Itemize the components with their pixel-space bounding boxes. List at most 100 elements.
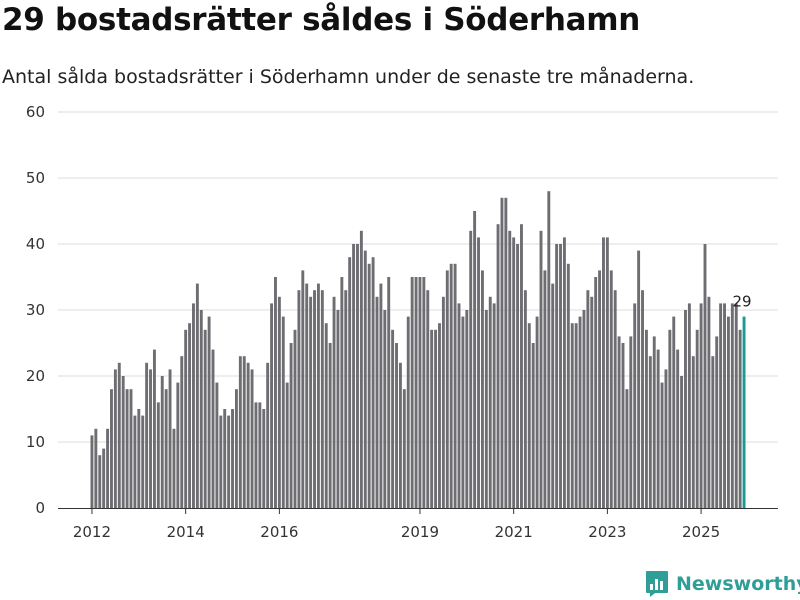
bar: [473, 211, 477, 508]
bar: [121, 376, 125, 508]
bar: [348, 257, 352, 508]
newsworthy-logo-icon: [646, 571, 668, 597]
bar: [246, 362, 250, 508]
bar: [699, 303, 703, 508]
highlight-value-label: 29: [733, 293, 752, 311]
bars: [90, 191, 746, 509]
bar: [301, 270, 305, 508]
bar: [274, 277, 277, 508]
bar: [719, 303, 723, 508]
bar: [520, 224, 523, 508]
bar: [523, 290, 527, 508]
bar: [281, 316, 285, 508]
bar: [578, 316, 582, 508]
bar: [207, 316, 211, 508]
highlight-bar: [742, 316, 746, 508]
bar: [676, 349, 680, 508]
bar: [258, 402, 262, 508]
bar: [313, 290, 316, 508]
bar: [238, 356, 242, 508]
bar: [234, 389, 238, 508]
bar: [570, 323, 574, 508]
bar: [367, 263, 371, 508]
newsworthy-logo[interactable]: Newsworthy: [645, 570, 800, 598]
x-axis: 2012 2014 2016 2019 2021 2023 2025: [58, 508, 778, 541]
bar: [117, 362, 121, 508]
bar: [359, 230, 363, 509]
bar: [664, 369, 668, 508]
bar: [129, 389, 133, 508]
bar: [641, 290, 644, 508]
bar: [602, 237, 605, 508]
bar: [430, 329, 434, 508]
chart-subtitle: Antal sålda bostadsrätter i Söderhamn un…: [2, 66, 695, 88]
bar: [605, 237, 609, 508]
bar: [168, 369, 172, 508]
bar: [297, 290, 301, 508]
bar: [734, 303, 738, 508]
bar: [422, 277, 426, 508]
bar: [414, 277, 418, 508]
bar: [582, 310, 586, 508]
bar: [492, 303, 496, 508]
bar: [395, 343, 398, 508]
bar: [137, 409, 141, 508]
bar: [324, 323, 328, 508]
bar: [172, 428, 176, 508]
bar: [418, 277, 422, 508]
bar: [715, 336, 719, 508]
bar: [375, 296, 379, 508]
bar: [434, 329, 438, 508]
bar: [723, 303, 726, 508]
bar: [512, 237, 516, 508]
bar: [316, 283, 320, 508]
bar: [703, 244, 707, 508]
chart-title: 29 bostadsrätter såldes i Söderhamn: [2, 2, 641, 38]
bar: [684, 310, 687, 508]
bar: [215, 382, 219, 508]
bar: [566, 263, 570, 508]
x-tick-label: 2021: [495, 523, 533, 541]
bar: [176, 382, 180, 508]
bar: [149, 369, 152, 508]
bar: [309, 296, 313, 508]
bar: [508, 230, 512, 509]
bar: [516, 244, 520, 508]
bar: [211, 349, 215, 508]
bar: [199, 310, 203, 508]
bar: [231, 409, 234, 508]
bar: [332, 296, 336, 508]
bar: [102, 448, 106, 508]
bar: [504, 197, 508, 509]
x-tick-label: 2014: [167, 523, 205, 541]
bar: [188, 323, 192, 508]
bar: [426, 290, 430, 508]
bar: [192, 303, 195, 508]
bar: [320, 290, 324, 508]
bar: [496, 224, 500, 508]
bar: [543, 270, 547, 508]
bar: [449, 263, 453, 508]
bar: [445, 270, 449, 508]
bar: [691, 356, 695, 508]
bar: [730, 303, 734, 508]
bar: [738, 329, 742, 508]
bar: [680, 376, 684, 508]
y-tick-label: 30: [26, 301, 45, 319]
bar: [160, 376, 164, 508]
bar: [344, 290, 348, 508]
bar: [484, 310, 488, 508]
bar: [254, 402, 258, 508]
bar: [574, 323, 578, 508]
y-tick-label: 0: [35, 499, 45, 517]
bar: [695, 329, 699, 508]
bar: [223, 409, 227, 508]
bar: [687, 303, 691, 508]
bar: [110, 389, 113, 508]
bar: [488, 296, 492, 508]
bar: [90, 435, 94, 508]
bar: [500, 197, 504, 509]
bar: [633, 303, 637, 508]
bar: [555, 244, 559, 508]
